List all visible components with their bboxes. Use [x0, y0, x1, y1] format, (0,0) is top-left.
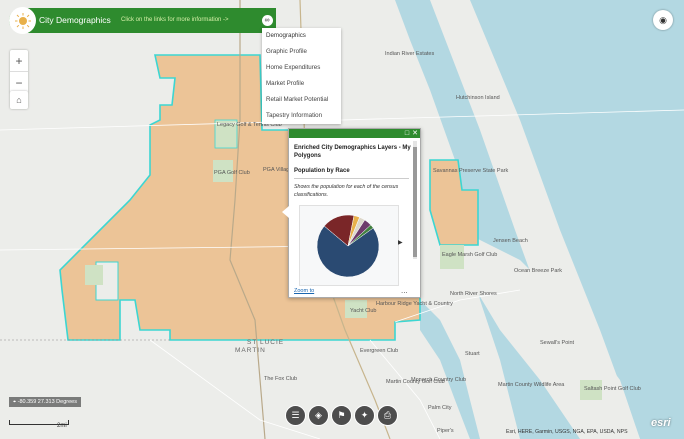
map-label: Jensen Beach — [493, 238, 528, 244]
map-label: Savannas Preserve State Park — [433, 168, 508, 174]
barrier-island — [430, 0, 640, 439]
esri-logo: esri — [651, 417, 671, 429]
map-label: Palm City — [428, 405, 452, 411]
popup-title: Enriched City Demographics Layers - My P… — [294, 145, 411, 159]
map-label: Martin County Golf Club — [386, 379, 445, 385]
map-label: Legacy Golf & Tennis Club — [217, 122, 282, 128]
map-label: Hutchinson Island — [456, 95, 500, 101]
map-label: Monarch Country Club — [411, 377, 466, 383]
zoom-control: + − — [10, 50, 28, 93]
county-label: ST LUCIE — [247, 339, 284, 346]
map-label: Harbour Ridge Yacht & Country — [376, 301, 453, 307]
popup-scroll-thumb[interactable] — [413, 147, 417, 257]
scale-label: 2mi — [57, 423, 67, 429]
city-logo — [9, 7, 36, 34]
list-icon: ☰ — [291, 410, 300, 420]
links-menu: Demographics Graphic Profile Home Expend… — [262, 28, 341, 124]
menu-item-market-profile[interactable]: Market Profile — [266, 80, 305, 87]
map-label: Eagle Marsh Golf Club — [442, 252, 497, 258]
map-label: Saltash Point Golf Club — [584, 386, 641, 392]
map-label: Martin County Wildlife Area — [498, 382, 565, 388]
map-label: PGA Village — [263, 167, 292, 173]
popup-description: Shows the population for each of the cen… — [294, 184, 399, 198]
feature-popup: □ ✕ Enriched City Demographics Layers - … — [288, 128, 421, 298]
share-button[interactable]: ✦ — [354, 405, 375, 426]
more-options[interactable]: ... — [401, 286, 408, 295]
scale-bar: 2mi — [9, 420, 69, 429]
menu-item-demographics[interactable]: Demographics — [266, 32, 306, 39]
city-polygon-east — [429, 159, 479, 246]
pie-slice-5[interactable] — [347, 224, 374, 247]
maximize-icon[interactable]: □ — [404, 130, 410, 137]
visibility-button[interactable]: ◉ — [653, 10, 673, 30]
menu-item-home-expenditures[interactable]: Home Expenditures — [266, 64, 321, 71]
menu-item-tapestry-information[interactable]: Tapestry Information — [266, 112, 323, 119]
app-header: City Demographics Click on the links for… — [9, 7, 258, 34]
eye-icon: ◉ — [659, 14, 667, 25]
basemap-button[interactable]: ⚑ — [331, 405, 352, 426]
share-icon: ✦ — [360, 410, 369, 420]
basemap-icon: ⚑ — [337, 410, 346, 420]
coordinates-value: -80.359 27.313 Degrees — [17, 399, 77, 405]
map-label: Indian River Estates — [385, 51, 434, 57]
popup-titlebar — [289, 129, 420, 138]
zoom-to-link[interactable]: Zoom to — [294, 288, 315, 294]
pie-slice-0[interactable] — [316, 225, 380, 278]
layers-button[interactable]: ◈ — [308, 405, 329, 426]
coordinates-readout: ⌖ -80.359 27.313 Degrees — [9, 397, 81, 407]
sun-icon — [14, 12, 31, 29]
map-label: Ocean Breeze Park — [514, 268, 562, 274]
map-label: The Fox Club — [264, 376, 297, 382]
popup-pointer — [282, 206, 289, 218]
map-label: Sewall's Point — [540, 340, 575, 346]
map-label: PGA Golf Club — [214, 170, 250, 176]
link-icon: ∞ — [261, 15, 273, 26]
zoom-out-button[interactable]: − — [10, 71, 28, 93]
map-label: North River Shores — [450, 291, 497, 297]
map-label: Evergreen Club — [360, 348, 398, 354]
print-button[interactable]: ⎙ — [377, 405, 398, 426]
map-label: Piper's — [437, 428, 454, 434]
links-button[interactable]: ∞ — [258, 8, 276, 33]
app-title: City Demographics — [39, 15, 111, 25]
map-label: Stuart — [465, 351, 480, 357]
map-toolbar: ☰ ◈ ⚑ ✦ ⎙ — [285, 405, 398, 426]
layers-icon: ◈ — [315, 410, 322, 420]
home-button[interactable]: ⌂ — [10, 91, 28, 109]
menu-item-graphic-profile[interactable]: Graphic Profile — [266, 48, 307, 55]
river — [420, 300, 480, 439]
zoom-in-button[interactable]: + — [15, 53, 23, 68]
map-label: Yacht Club — [350, 308, 377, 314]
home-icon: ⌂ — [16, 95, 22, 105]
list-button[interactable]: ☰ — [285, 405, 306, 426]
population-pie-chart — [316, 214, 380, 278]
print-icon: ⎙ — [383, 410, 392, 420]
divider — [294, 178, 409, 179]
app-subtitle: Click on the links for more information … — [121, 17, 229, 23]
popup-heading: Population by Race — [294, 168, 350, 174]
crosshair-icon: ⌖ — [13, 399, 18, 405]
county-label: MARTIN — [235, 347, 266, 354]
next-chart-arrow[interactable]: ▶ — [398, 240, 403, 246]
menu-item-retail-market-potential[interactable]: Retail Market Potential — [266, 96, 329, 103]
attribution-text: Esri, HERE, Garmin, USGS, NGA, EPA, USDA… — [506, 429, 628, 435]
pie-chart-panel — [299, 205, 399, 286]
close-icon[interactable]: ✕ — [412, 130, 418, 137]
